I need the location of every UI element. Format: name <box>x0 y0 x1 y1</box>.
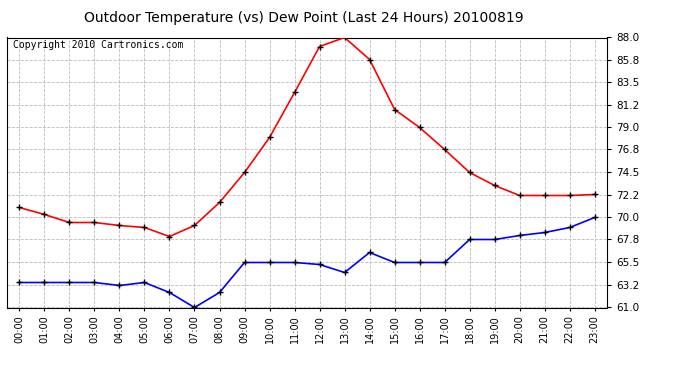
Text: Copyright 2010 Cartronics.com: Copyright 2010 Cartronics.com <box>13 40 184 50</box>
Text: Outdoor Temperature (vs) Dew Point (Last 24 Hours) 20100819: Outdoor Temperature (vs) Dew Point (Last… <box>83 11 524 25</box>
